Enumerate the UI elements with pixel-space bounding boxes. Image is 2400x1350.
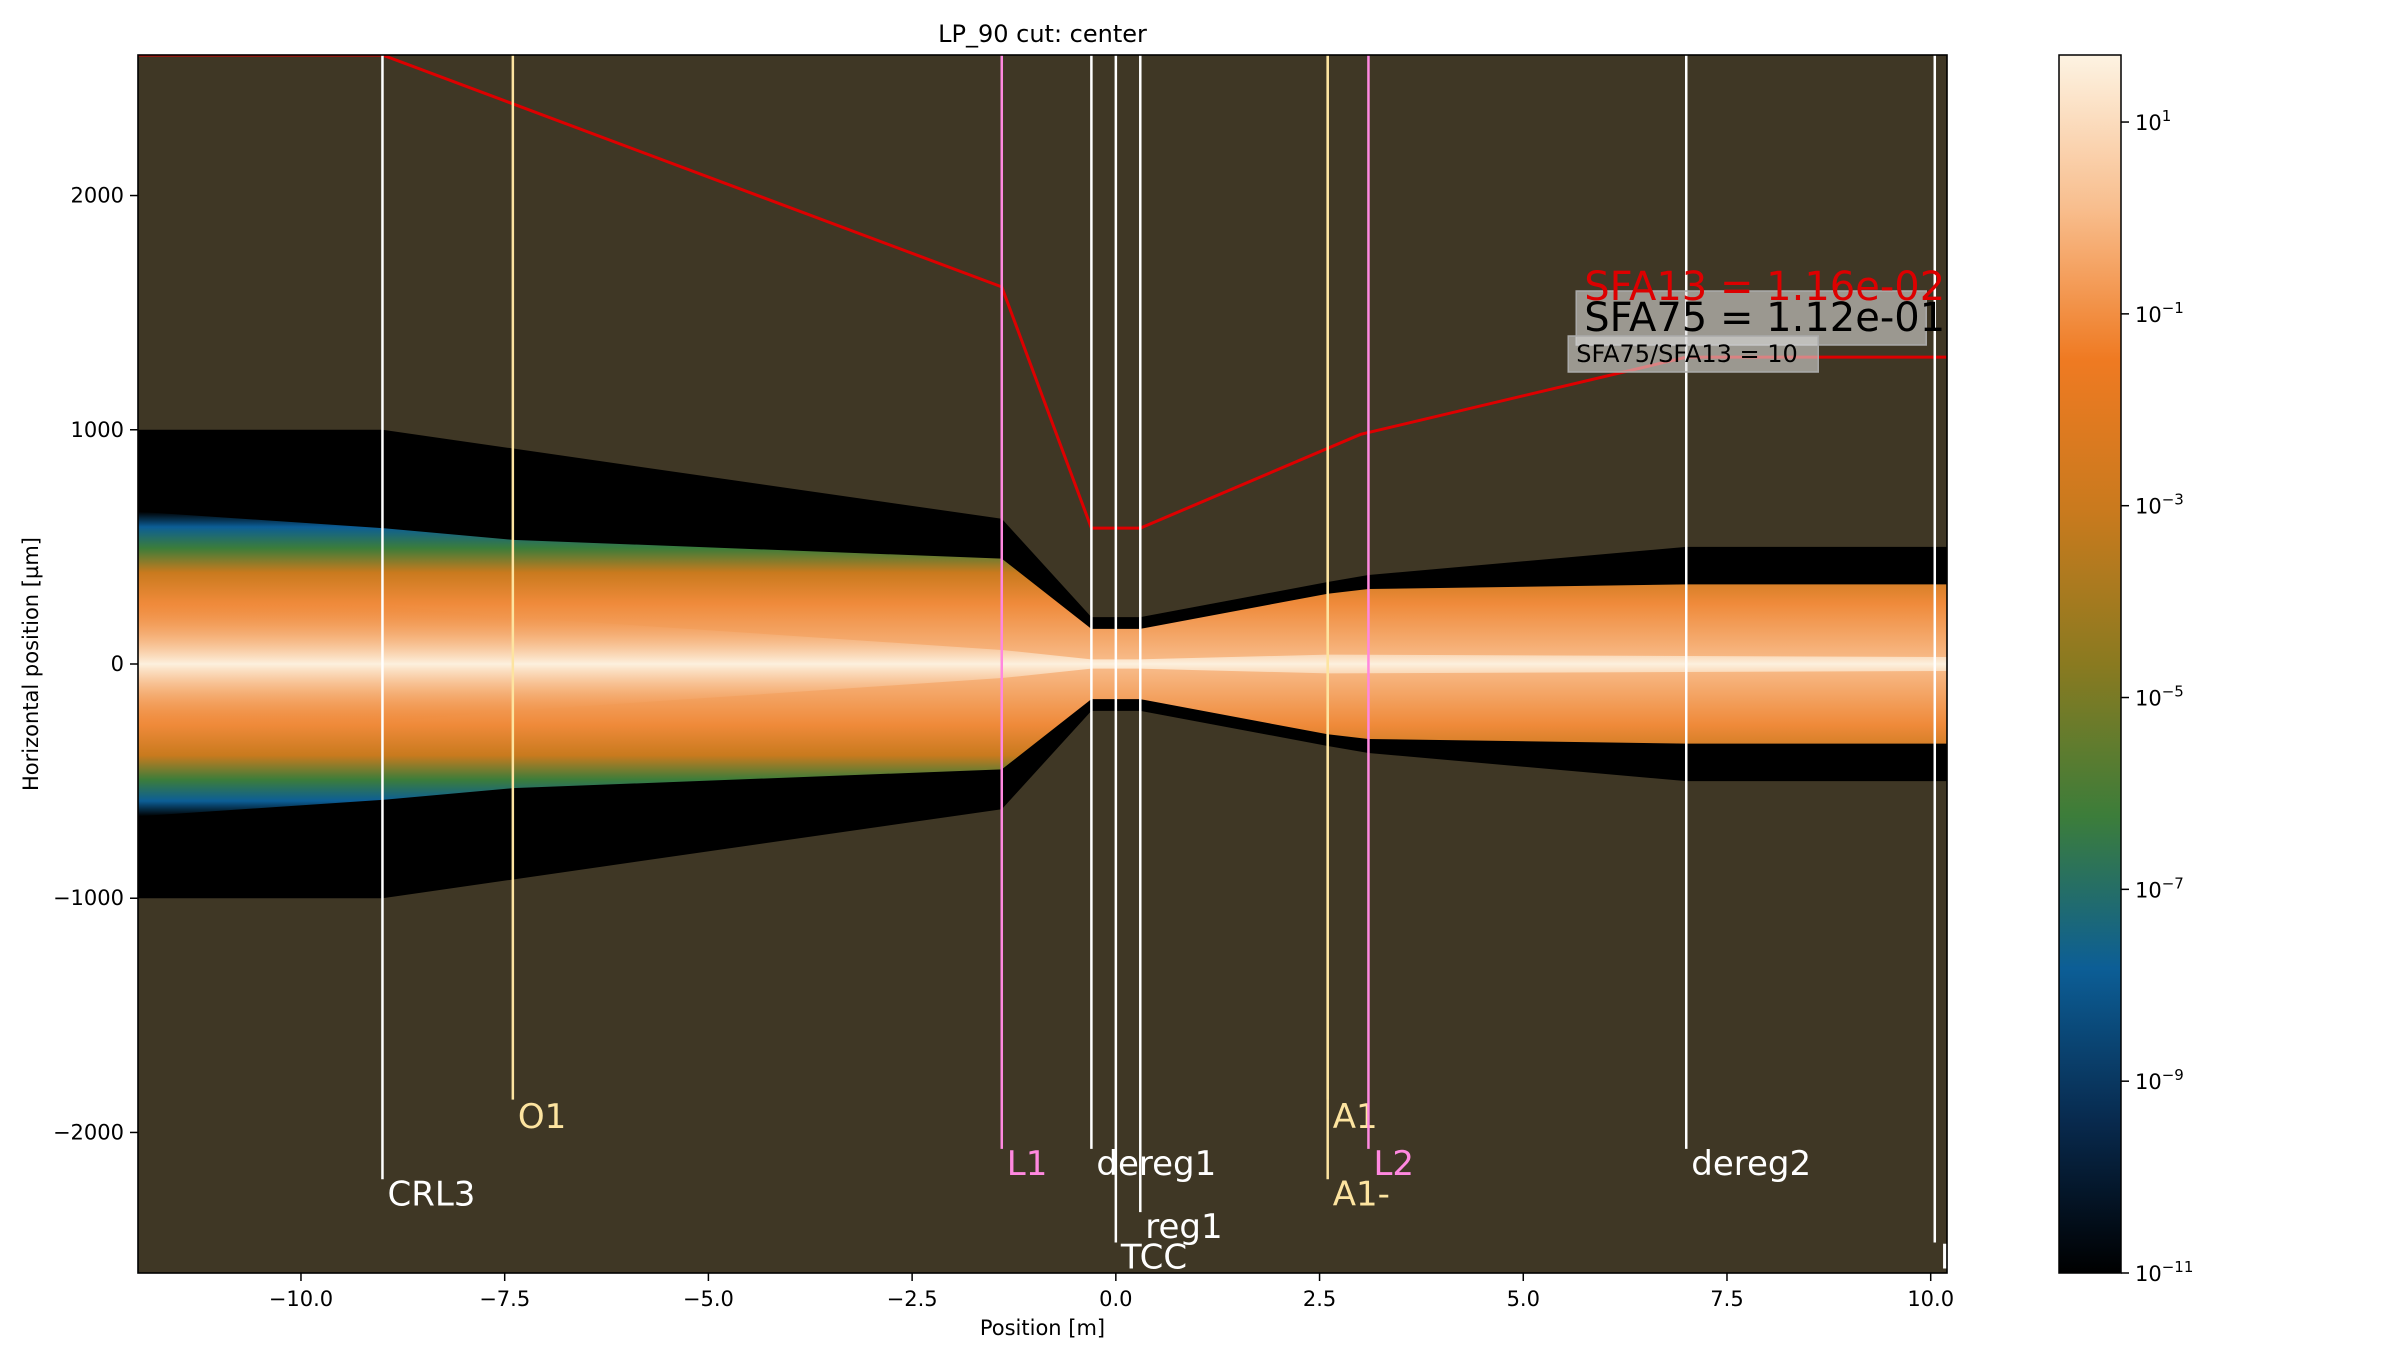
element-label: O1	[518, 1097, 566, 1137]
x-tick-label: 10.0	[1907, 1287, 1954, 1311]
element-label: TCC	[1120, 1238, 1187, 1278]
element-marker-d: D	[1933, 55, 1966, 1278]
x-tick-label: −2.5	[887, 1287, 938, 1311]
y-axis-label: Horizontal position [µm]	[19, 537, 43, 791]
colorbar: 10−11 10−9 10−7 10−5 10−3 10−1 101	[2058, 54, 2193, 1286]
annotation-layer: SFA13 = 1.16e-02 SFA75 = 1.12e-01 SFA75/…	[1567, 264, 1945, 373]
colorbar-tick-label: 10−11	[2135, 1258, 2193, 1286]
y-tick-label: 1000	[71, 418, 124, 442]
element-marker-dereg2: dereg2	[1684, 55, 1811, 1184]
x-tick-label: 2.5	[1303, 1287, 1336, 1311]
sfa75-annotation: SFA75 = 1.12e-01	[1584, 295, 1945, 341]
x-tick-label: 7.5	[1710, 1287, 1743, 1311]
x-tick-label: −7.5	[479, 1287, 530, 1311]
x-axis: −10.0 −7.5 −5.0 −2.5 0.0 2.5 5.0 7.5 10.0	[269, 1273, 1954, 1311]
x-tick-label: 5.0	[1507, 1287, 1540, 1311]
y-axis: −2000 −1000 0 1000 2000	[53, 184, 138, 1144]
element-label: reg1	[1145, 1207, 1222, 1247]
colorbar-ticks: 10−11 10−9 10−7 10−5 10−3 10−1 101	[2121, 107, 2193, 1286]
chart-title: LP_90 cut: center	[938, 20, 1147, 48]
colorbar-tick-label: 10−7	[2135, 874, 2184, 902]
beam-core	[138, 603, 1947, 725]
colorbar-tick-label: 10−3	[2135, 491, 2184, 519]
colorbar-tick-label: 101	[2135, 107, 2171, 135]
x-tick-label: −10.0	[269, 1287, 333, 1311]
element-marker-tcc: TCC	[1114, 55, 1187, 1278]
y-tick-label: −2000	[53, 1120, 124, 1144]
element-label: D	[1940, 1238, 1966, 1278]
element-marker-l2: L2	[1367, 55, 1414, 1184]
y-tick-label: 0	[111, 652, 124, 676]
sfa13-annotation: SFA13 = 1.16e-02	[1584, 264, 1945, 310]
element-label: A1-	[1333, 1174, 1390, 1214]
heatmap-layer	[138, 429, 1947, 899]
x-axis-label: Position [m]	[980, 1316, 1105, 1340]
colorbar-tick-label: 10−9	[2135, 1066, 2184, 1094]
x-tick-label: −5.0	[683, 1287, 734, 1311]
element-label: dereg2	[1691, 1144, 1811, 1184]
element-label: CRL3	[387, 1174, 475, 1214]
ratio-annotation: SFA75/SFA13 = 10	[1576, 340, 1798, 368]
element-marker-l1: L1	[1000, 55, 1048, 1184]
x-tick-label: 0.0	[1099, 1287, 1132, 1311]
y-tick-label: 2000	[71, 184, 124, 208]
ratio-box	[1567, 335, 1819, 373]
element-marker-a1: A1	[1326, 55, 1378, 1137]
colorbar-tick-label: 10−1	[2135, 299, 2184, 327]
element-marker-reg1: reg1	[1139, 55, 1223, 1247]
element-label: A1	[1333, 1097, 1378, 1137]
element-label: L1	[1007, 1144, 1048, 1184]
colorbar-gradient	[2058, 54, 2122, 1274]
element-marker-crl3: CRL3	[381, 55, 475, 1214]
element-marker-o1: O1	[511, 55, 566, 1137]
y-tick-label: −1000	[53, 886, 124, 910]
element-label: L2	[1373, 1144, 1414, 1184]
colorbar-tick-label: 10−5	[2135, 683, 2184, 711]
element-label: dereg1	[1096, 1144, 1216, 1184]
